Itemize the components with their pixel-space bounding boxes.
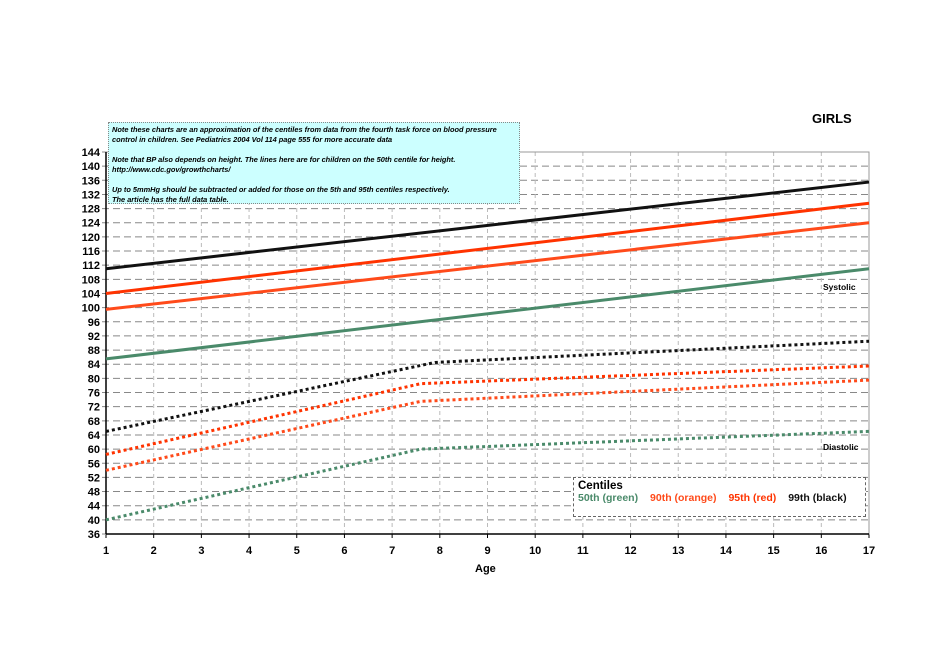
chart-title: GIRLS	[812, 111, 852, 126]
y-tick-label: 124	[82, 218, 101, 230]
x-tick-label: 7	[389, 545, 395, 557]
x-tick-label: 2	[151, 545, 157, 557]
note-line: control in children. See Pediatrics 2004…	[112, 135, 393, 144]
note-paragraph-1: Note these charts are an approximation o…	[112, 125, 516, 145]
legend-item-99th: 99th (black)	[788, 492, 847, 504]
y-tick-label: 116	[82, 246, 100, 258]
y-tick-label: 52	[88, 472, 100, 484]
y-tick-label: 72	[88, 402, 100, 414]
x-tick-label: 3	[198, 545, 204, 557]
y-tick-label: 56	[88, 458, 100, 470]
x-tick-label: 6	[341, 545, 347, 557]
y-tick-label: 84	[88, 359, 101, 371]
note-link[interactable]: http://www.cdc.gov/growthcharts/	[112, 165, 231, 174]
y-tick-label: 92	[88, 331, 100, 343]
diastolic-label: Diastolic	[823, 442, 859, 452]
y-tick-label: 36	[88, 529, 100, 541]
legend-item-90th: 90th (orange)	[650, 492, 717, 504]
x-tick-label: 16	[815, 545, 827, 557]
legend: Centiles 50th (green) 90th (orange) 95th…	[573, 477, 866, 517]
systolic-label: Systolic	[823, 282, 856, 292]
y-tick-label: 40	[88, 515, 100, 527]
y-tick-label: 64	[88, 430, 101, 442]
legend-item-95th: 95th (red)	[728, 492, 777, 504]
y-tick-label: 128	[82, 204, 100, 216]
x-tick-label: 9	[484, 545, 490, 557]
x-tick-label: 4	[246, 545, 253, 557]
y-tick-label: 136	[82, 175, 100, 187]
note-line: Note that BP also depends on height. The…	[112, 155, 456, 164]
x-tick-label: 17	[863, 545, 875, 557]
y-tick-label: 88	[88, 345, 100, 357]
note-line: The article has the full data table.	[112, 195, 229, 204]
x-tick-label: 12	[624, 545, 636, 557]
note-line: Up to 5mmHg should be subtracted or adde…	[112, 185, 450, 194]
diastolic-99th-line	[105, 339, 870, 433]
systolic-90th-line	[105, 221, 870, 311]
y-tick-label: 104	[82, 288, 101, 300]
systolic-99th-line	[105, 180, 870, 271]
y-tick-label: 44	[88, 501, 101, 513]
y-tick-label: 80	[88, 373, 100, 385]
x-tick-label: 8	[437, 545, 443, 557]
y-tick-label: 108	[82, 274, 100, 286]
x-tick-label: 10	[529, 545, 541, 557]
x-axis-label: Age	[475, 563, 496, 575]
x-tick-label: 5	[294, 545, 300, 557]
y-tick-label: 48	[88, 487, 100, 499]
y-tick-label: 144	[82, 147, 101, 159]
y-tick-label: 96	[88, 317, 100, 329]
note-box: Note these charts are an approximation o…	[108, 122, 520, 204]
note-paragraph-3: Up to 5mmHg should be subtracted or adde…	[112, 185, 516, 205]
x-tick-label: 14	[720, 545, 733, 557]
legend-title: Centiles	[578, 480, 623, 492]
y-tick-label: 132	[82, 189, 100, 201]
systolic-50th-line	[105, 267, 870, 361]
y-tick-label: 68	[88, 416, 100, 428]
x-tick-label: 1	[103, 545, 109, 557]
note-paragraph-2: Note that BP also depends on height. The…	[112, 155, 516, 175]
y-tick-label: 100	[82, 303, 100, 315]
x-tick-label: 13	[672, 545, 684, 557]
note-line: Note these charts are an approximation o…	[112, 125, 497, 134]
systolic-95th-line	[105, 201, 870, 295]
y-tick-label: 120	[82, 232, 100, 244]
y-tick-label: 60	[88, 444, 100, 456]
y-tick-label: 140	[82, 161, 100, 173]
x-tick-label: 11	[577, 545, 589, 557]
y-tick-label: 112	[82, 260, 100, 272]
legend-item-50th: 50th (green)	[578, 492, 639, 504]
x-tick-label: 15	[768, 545, 780, 557]
y-tick-label: 76	[88, 388, 100, 400]
